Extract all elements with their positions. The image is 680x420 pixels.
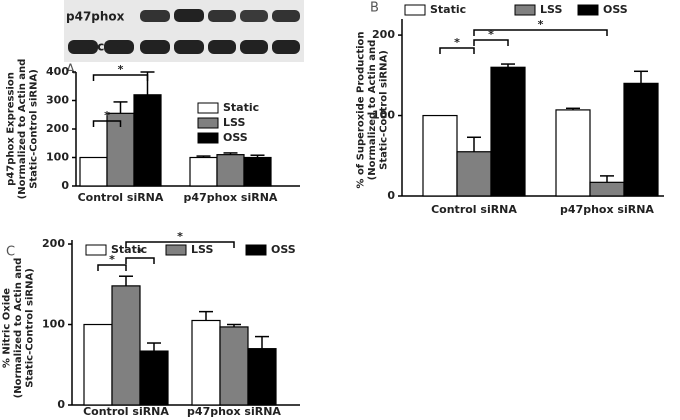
bar [79,156,108,187]
panel-letter: C [6,245,15,260]
y-axis-label: (Normalized to Actin and [367,40,378,181]
significance-marker: * [137,246,143,259]
y-tick-label: 0 [61,179,69,192]
x-tick-label: Control siRNA [431,203,517,216]
bar [422,114,458,197]
bar [490,66,526,197]
significance-marker: * [177,230,183,243]
significance-bracket [97,264,127,271]
significance-bracket [125,241,235,248]
bar [139,350,169,406]
bar [111,285,141,406]
y-tick-label: 100 [372,109,395,122]
legend-label: LSS [223,116,245,129]
y-tick-label: 200 [42,237,65,250]
legend-swatch [197,102,219,114]
y-axis-label: p47phox Expression [6,72,17,186]
blot-label: p47phox [66,10,125,24]
y-axis-label: % of Superoxide Production [356,31,367,188]
bar [555,109,591,197]
legend-swatch [245,244,267,256]
legend-swatch [197,117,219,129]
bar [191,319,221,406]
significance-marker: * [538,18,544,31]
significance-bracket [473,39,509,46]
significance-marker: * [488,28,494,41]
x-tick-label: Control siRNA [83,405,169,418]
bar [247,348,277,406]
bar [189,156,218,187]
bar [623,82,659,197]
bar [589,181,625,197]
significance-bracket [92,74,149,81]
legend-label: Static [111,243,147,256]
legend-swatch [577,4,599,16]
y-tick-label: 200 [46,122,69,135]
significance-bracket [92,120,122,127]
bar [216,154,245,187]
legend-label: Static [223,101,259,114]
legend-label: LSS [540,3,562,16]
significance-marker: * [109,253,115,266]
y-tick-label: 0 [57,398,65,411]
legend-label: OSS [271,243,296,256]
panel-letter: A [66,63,75,78]
significance-marker: * [118,63,124,76]
y-axis-label: (Normalized to Actin and [13,258,24,399]
panel-letter: B [370,1,379,16]
significance-bracket [473,29,608,36]
x-tick-label: p47phox siRNA [184,191,278,204]
significance-marker: * [104,109,110,122]
y-tick-label: 200 [372,28,395,41]
bar [243,156,272,187]
y-axis-label: Static-Control siRNA) [29,69,40,189]
y-tick-label: 300 [46,94,69,107]
x-tick-label: p47phox siRNA [560,203,654,216]
bar [133,94,162,187]
y-tick-label: 100 [42,318,65,331]
legend-swatch [197,132,219,144]
legend-label: OSS [603,3,628,16]
y-axis-label: % Nitric Oxide [2,288,13,368]
legend-label: Static [430,3,466,16]
y-axis-label: Static-Control siRNA) [379,50,390,170]
y-axis-label: (Normalized to Actin and [17,59,28,200]
y-tick-label: 400 [46,65,69,78]
legend-label: OSS [223,131,248,144]
y-tick-label: 0 [387,189,395,202]
significance-marker: * [454,36,460,49]
y-tick-label: 100 [46,151,69,164]
bar [83,323,113,406]
legend-swatch [514,4,536,16]
x-tick-label: Control siRNA [78,191,164,204]
legend-swatch [165,244,187,256]
legend-label: LSS [191,243,213,256]
legend-swatch [404,4,426,16]
bar [219,326,249,406]
significance-bracket [125,257,155,264]
bar [456,151,492,197]
x-tick-label: p47phox siRNA [187,405,281,418]
legend-swatch [85,244,107,256]
blot-label: Actin [88,40,123,54]
blot-bands [68,9,300,54]
significance-bracket [439,47,475,54]
y-axis-label: Static-Control siRNA) [25,268,36,388]
